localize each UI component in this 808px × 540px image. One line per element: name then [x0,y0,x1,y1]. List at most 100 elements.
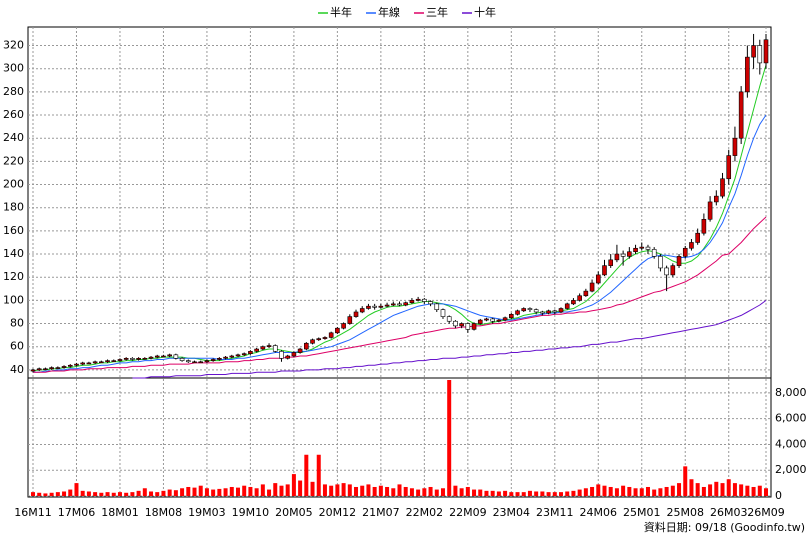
x-tick-label: 21M07 [362,506,400,519]
ma-line [32,65,767,372]
candle-body [533,309,539,313]
volume-bar [167,489,172,496]
volume-bar [180,488,185,496]
candle-body [378,305,384,308]
volume-bar [316,454,321,496]
candle-body [272,345,278,352]
candle-body [148,356,154,359]
volume-bar [99,492,104,496]
candle-body [751,45,756,58]
candle-body [477,319,483,324]
volume-bar [248,486,253,496]
candle-body [658,256,663,269]
x-tick-label: 26M09 [747,506,785,519]
volume-bar [658,488,663,496]
volume-bar [670,485,675,496]
candle-body [366,305,371,309]
y2-tick-label: 4,000 [775,437,807,450]
y-tick-label: 260 [3,108,24,121]
candle-body [527,308,533,310]
volume-bar [459,488,464,496]
volume-bar [447,380,452,496]
candle-body [67,364,73,367]
candle-body [602,265,607,276]
candle-body [620,253,626,257]
y2-tick-label: 6,000 [775,412,807,425]
volume-bar [372,486,377,496]
y-tick-label: 220 [3,154,24,167]
volume-bar [55,492,60,496]
x-tick-label: 17M06 [58,506,96,519]
candle-body [185,360,191,363]
volume-bar [105,492,110,496]
plot-frame [27,26,772,498]
volume-bar [360,485,365,496]
volume-bar [285,484,290,496]
candle-body [167,354,172,357]
candle-body [682,247,688,257]
y-tick-label: 60 [10,340,24,353]
candle-body [595,274,601,284]
volume-bar [751,486,756,496]
y-tick-label: 240 [3,131,24,144]
candle-body [745,56,750,93]
candle-body [36,368,42,371]
volume-bar [49,492,54,496]
volume-bar [254,488,259,496]
volume-bar [701,486,706,496]
candle-body [359,308,365,313]
ma-line [132,299,767,379]
candle-body [726,155,732,180]
candle-body [235,354,241,357]
candle-body [614,253,620,261]
legend-label: 三年 [426,5,448,19]
volume-bar [378,485,383,496]
x-tick-label: 26M03 [710,506,748,519]
candle-body [577,295,582,301]
candle-body [266,345,272,348]
candle-body [608,259,614,266]
candle-body [490,318,495,322]
candle-body [558,308,564,313]
candle-body [341,323,346,329]
candle-body [645,246,651,250]
candle-body [509,313,514,319]
candle-body [223,356,228,359]
candle-body [304,342,309,350]
candle-body [43,368,48,371]
volume-bar [335,484,340,496]
candle-body [440,309,446,317]
candle-body [111,360,117,362]
volume-bar [322,484,327,496]
candle-body [459,323,464,327]
candle-body [173,354,179,359]
volume-bar [645,486,650,496]
legend-label: 十年 [474,5,496,19]
candle-body [564,303,570,309]
volume-bar [633,488,638,496]
volume-bar [74,483,79,496]
candle-body [453,320,458,327]
candle-body [627,251,632,257]
y-tick-label: 40 [10,363,24,376]
candle-body [198,361,204,364]
candle-body [732,137,738,156]
volume-bar [484,490,489,496]
volume-bar [627,486,632,496]
volume-bar [478,489,483,496]
volume-bar [211,489,216,496]
y-tick-label: 160 [3,224,24,237]
y2-tick-label: 0 [775,489,782,502]
candle-body [651,249,657,257]
volume-bar [186,486,191,496]
candle-body [515,310,520,315]
candle-body [260,346,266,350]
volume-bar [720,483,725,496]
candle-body [204,360,210,363]
volume-bar [329,485,334,496]
candle-body [74,363,79,366]
volume-bar [732,483,737,496]
volume-bar [490,490,495,496]
volume-bar [621,485,626,496]
